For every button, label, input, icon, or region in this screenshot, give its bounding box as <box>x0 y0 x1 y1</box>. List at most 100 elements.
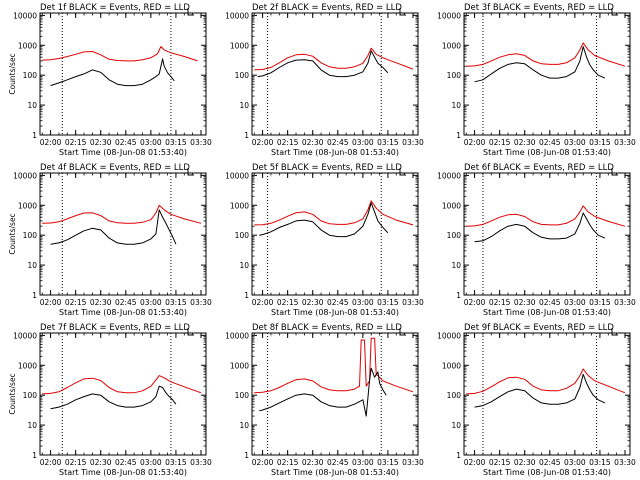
chart-title: Det 6f BLACK = Events, RED = LLD <box>464 163 614 173</box>
y-tick-label: 1 <box>456 291 461 300</box>
y-tick-label: 1 <box>32 291 37 300</box>
x-tick-label: 02:15 <box>277 298 299 307</box>
x-tick-label: 03:30 <box>614 138 636 147</box>
y-tick-label: 100 <box>23 231 38 240</box>
series-line-events <box>259 202 389 238</box>
x-axis-label: Start Time (08-Jun-08 01:53:40) <box>59 308 187 317</box>
x-tick-label: 03:30 <box>190 138 212 147</box>
x-tick-label: 02:30 <box>514 458 536 467</box>
x-tick-label: 02:15 <box>489 458 511 467</box>
series-line-lld <box>254 337 414 394</box>
chart-panel-8: Det 8f BLACK = Events, RED = LLD 1 10 100 10… <box>225 323 424 477</box>
y-tick-label: 10 <box>451 101 461 110</box>
series-line-lld <box>466 368 626 395</box>
chart-panel-4: Det 4f BLACK = Events, RED = LLD 1 10 100 10… <box>8 163 212 317</box>
range-marker <box>611 8 618 16</box>
x-tick-label: 02:30 <box>302 298 324 307</box>
y-tick-label: 1 <box>456 131 461 140</box>
series-line-events <box>474 212 606 243</box>
x-tick-label: 03:15 <box>165 298 187 307</box>
series-line-events <box>257 50 389 78</box>
x-axis-label: Start Time (08-Jun-08 01:53:40) <box>483 468 611 477</box>
range-marker <box>611 168 618 176</box>
y-tick-label: 10 <box>239 421 249 430</box>
x-tick-label: 02:15 <box>489 298 511 307</box>
x-tick-label: 03:15 <box>377 298 399 307</box>
x-tick-label: 02:30 <box>302 138 324 147</box>
y-tick-label: 100 <box>447 71 462 80</box>
y-tick-label: 100 <box>23 71 38 80</box>
y-tick-label: 10000 <box>437 11 461 20</box>
chart-title: Det 9f BLACK = Events, RED = LLD <box>464 323 614 333</box>
y-tick-label: 100 <box>235 391 250 400</box>
y-tick-label: 1000 <box>18 41 37 50</box>
y-tick-label: 1 <box>244 451 249 460</box>
y-tick-label: 10000 <box>437 331 461 340</box>
chart-panel-1: Det 1f BLACK = Events, RED = LLD 1 10 100 10… <box>8 3 212 157</box>
y-tick-label: 10000 <box>225 11 249 20</box>
y-tick-label: 10 <box>27 261 37 270</box>
x-tick-label: 03:15 <box>377 458 399 467</box>
y-tick-label: 1 <box>244 131 249 140</box>
range-marker <box>611 328 618 336</box>
x-tick-label: 02:45 <box>115 138 137 147</box>
x-tick-label: 03:00 <box>564 298 586 307</box>
y-tick-label: 1000 <box>442 361 461 370</box>
x-tick-label: 02:45 <box>327 458 349 467</box>
x-tick-label: 02:45 <box>115 458 137 467</box>
y-tick-label: 10 <box>239 101 249 110</box>
y-tick-label: 10000 <box>225 331 249 340</box>
y-tick-label: 100 <box>235 71 250 80</box>
x-tick-label: 02:00 <box>252 138 274 147</box>
x-tick-label: 03:30 <box>614 298 636 307</box>
series-line-lld <box>466 205 626 227</box>
y-tick-label: 1 <box>244 291 249 300</box>
chart-panel-2: Det 2f BLACK = Events, RED = LLD 1 10 100 10… <box>225 3 424 157</box>
range-marker <box>187 328 194 336</box>
y-axis-label: Counts/sec <box>8 53 17 94</box>
y-tick-label: 1000 <box>18 201 37 210</box>
x-tick-label: 02:00 <box>464 458 486 467</box>
x-tick-label: 03:00 <box>140 458 162 467</box>
x-tick-label: 02:45 <box>115 298 137 307</box>
chart-title: Det 1f BLACK = Events, RED = LLD <box>40 3 190 13</box>
y-tick-label: 1000 <box>442 201 461 210</box>
chart-title: Det 8f BLACK = Events, RED = LLD <box>252 323 402 333</box>
x-tick-label: 03:00 <box>564 138 586 147</box>
chart-title: Det 2f BLACK = Events, RED = LLD <box>252 3 402 13</box>
plot-frame <box>39 172 207 296</box>
y-axis-label: Counts/sec <box>8 373 17 414</box>
x-tick-label: 02:15 <box>65 138 87 147</box>
x-tick-label: 02:30 <box>90 298 112 307</box>
range-marker <box>187 168 194 176</box>
chart-title: Det 5f BLACK = Events, RED = LLD <box>252 163 402 173</box>
x-tick-label: 03:30 <box>402 458 424 467</box>
x-tick-label: 02:15 <box>65 298 87 307</box>
x-axis-label: Start Time (08-Jun-08 01:53:40) <box>483 148 611 157</box>
range-marker <box>187 8 194 16</box>
range-marker <box>399 328 406 336</box>
x-tick-label: 02:15 <box>65 458 87 467</box>
x-tick-label: 02:30 <box>514 138 536 147</box>
x-tick-label: 02:15 <box>277 138 299 147</box>
y-tick-label: 10 <box>239 261 249 270</box>
x-tick-label: 03:30 <box>402 298 424 307</box>
y-tick-label: 100 <box>23 391 38 400</box>
series-line-events <box>474 373 606 408</box>
series-line-lld <box>254 47 414 71</box>
plot-frame <box>251 332 419 456</box>
y-tick-label: 1000 <box>230 41 249 50</box>
y-tick-label: 10 <box>451 261 461 270</box>
x-tick-label: 02:00 <box>40 458 62 467</box>
x-tick-label: 02:30 <box>90 458 112 467</box>
series-line-events <box>259 367 387 417</box>
y-tick-label: 1000 <box>442 41 461 50</box>
series-line-lld <box>466 42 626 67</box>
chart-title: Det 4f BLACK = Events, RED = LLD <box>40 163 190 173</box>
x-tick-label: 02:00 <box>40 138 62 147</box>
plot-frame <box>463 172 631 296</box>
x-tick-label: 03:30 <box>190 458 212 467</box>
x-tick-label: 03:30 <box>190 298 212 307</box>
chart-panel-3: Det 3f BLACK = Events, RED = LLD 1 10 100 10… <box>437 3 636 157</box>
